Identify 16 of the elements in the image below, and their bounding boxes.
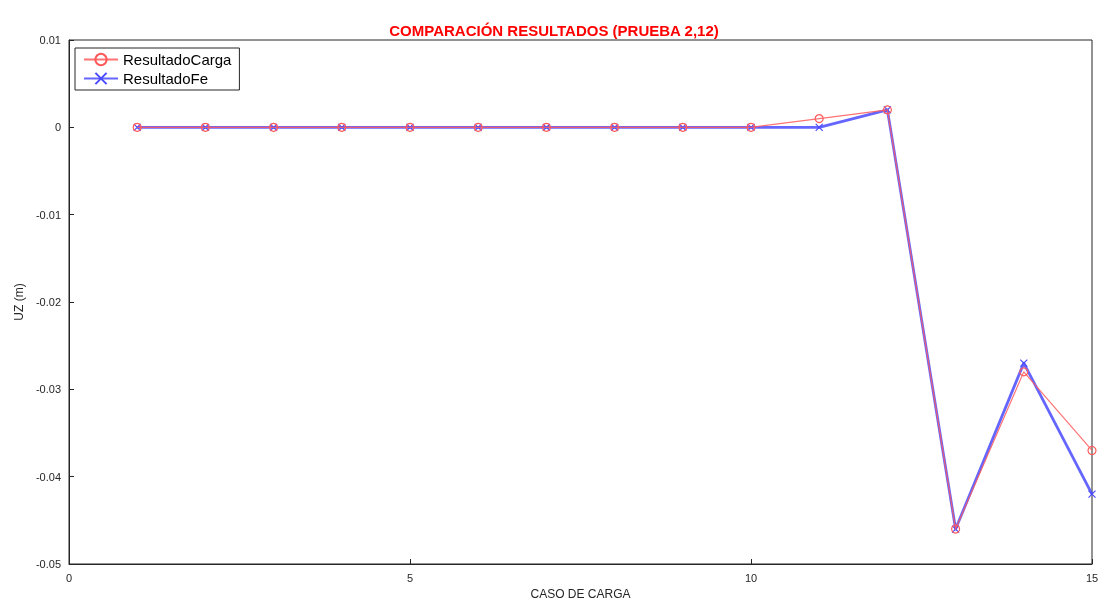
y-tick-label: -0.02 [35,296,61,308]
y-tick-label: -0.01 [35,208,61,221]
y-tick-label: 0.01 [39,34,61,46]
legend-label: ResultadoCarga [123,51,233,68]
legend-label: ResultadoFe [123,70,209,87]
y-tick-label: 0 [54,121,61,134]
x-tick-label: 0 [65,571,73,584]
y-tick-label: -0.04 [35,470,61,483]
x-tick-label: 5 [406,571,414,584]
x-tick-label: 10 [744,571,758,584]
x-axis-title: CASO DE CARGA [530,587,631,601]
y-axis-title: UZ (m) [12,283,27,321]
x-tick-label: 15 [1085,571,1099,584]
y-tick-label: -0.03 [35,383,61,396]
y-tick-label: -0.05 [35,558,61,570]
chart-title: COMPARACIÓN RESULTADOS (PRUEBA 2,12) [389,22,719,39]
